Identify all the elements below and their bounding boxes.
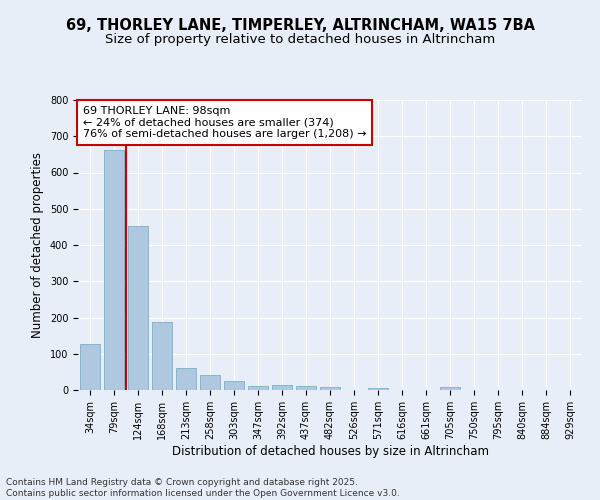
Bar: [80, 344, 100, 390]
Bar: [200, 375, 220, 390]
Bar: [104, 150, 124, 390]
Text: Size of property relative to detached houses in Altrincham: Size of property relative to detached ho…: [105, 32, 495, 46]
Text: 69, THORLEY LANE, TIMPERLEY, ALTRINCHAM, WA15 7BA: 69, THORLEY LANE, TIMPERLEY, ALTRINCHAM,…: [65, 18, 535, 32]
Y-axis label: Number of detached properties: Number of detached properties: [31, 152, 44, 338]
Bar: [440, 388, 460, 390]
Bar: [368, 388, 388, 390]
Bar: [176, 368, 196, 390]
Bar: [320, 387, 340, 390]
Bar: [224, 381, 244, 390]
Text: 69 THORLEY LANE: 98sqm
← 24% of detached houses are smaller (374)
76% of semi-de: 69 THORLEY LANE: 98sqm ← 24% of detached…: [83, 106, 367, 139]
Bar: [248, 386, 268, 390]
Bar: [296, 386, 316, 390]
Bar: [128, 226, 148, 390]
Bar: [152, 322, 172, 390]
X-axis label: Distribution of detached houses by size in Altrincham: Distribution of detached houses by size …: [172, 444, 488, 458]
Bar: [272, 386, 292, 390]
Text: Contains HM Land Registry data © Crown copyright and database right 2025.
Contai: Contains HM Land Registry data © Crown c…: [6, 478, 400, 498]
